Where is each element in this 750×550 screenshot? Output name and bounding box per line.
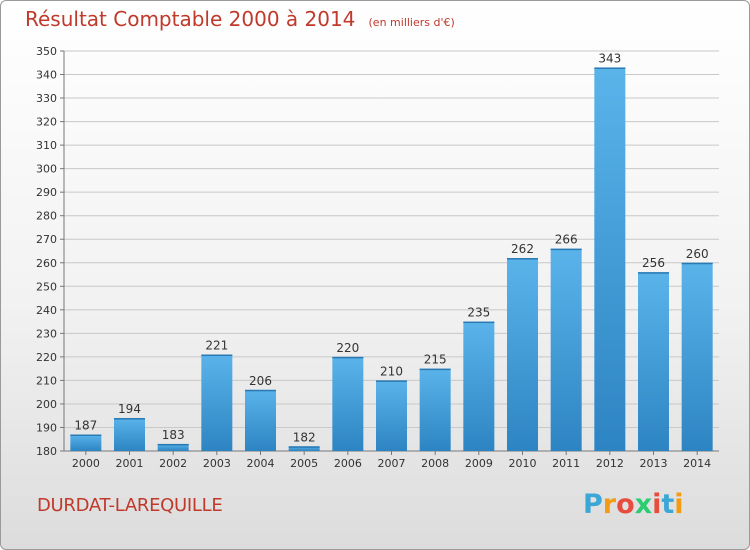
- bar-top-edge: [70, 434, 102, 437]
- bar-2003: [201, 354, 233, 451]
- bar-2005: [288, 446, 320, 451]
- x-tick-label-2003: 2003: [203, 457, 231, 470]
- bar-2013: [638, 272, 669, 451]
- bars: [70, 67, 713, 452]
- x-tick-label-2006: 2006: [334, 457, 362, 470]
- bar-2002: [157, 443, 189, 451]
- x-tick-label-2010: 2010: [509, 457, 537, 470]
- x-tick-label-2007: 2007: [378, 457, 406, 470]
- bar-top-edge: [288, 446, 320, 448]
- bar-2004: [245, 389, 276, 451]
- logo-letter: x: [634, 489, 653, 520]
- bar-2001: [114, 418, 145, 451]
- logo-letter: i: [652, 489, 662, 520]
- y-tick-label: 220: [36, 351, 57, 364]
- bar-top-edge: [332, 356, 364, 359]
- data-label-2001: 194: [118, 402, 141, 416]
- data-label-2009: 235: [467, 306, 490, 320]
- proxiti-logo[interactable]: Proxiti: [583, 489, 684, 520]
- bar-2007: [376, 380, 407, 451]
- x-tick-label-2014: 2014: [683, 457, 711, 470]
- bar-2012: [594, 67, 626, 452]
- bar-top-edge: [114, 418, 145, 420]
- bar-top-edge: [245, 389, 276, 392]
- x-tick-label-2004: 2004: [247, 457, 275, 470]
- bar-2008: [419, 368, 451, 451]
- y-tick-label: 200: [36, 398, 57, 411]
- x-tick-label-2009: 2009: [465, 457, 493, 470]
- x-tick-label-2002: 2002: [159, 457, 187, 470]
- y-tick-label: 340: [36, 69, 57, 82]
- x-tick-label-2008: 2008: [421, 457, 449, 470]
- data-label-2004: 206: [249, 374, 272, 388]
- bar-2014: [681, 262, 713, 451]
- y-tick-label: 180: [36, 445, 57, 458]
- data-label-2010: 262: [511, 242, 534, 256]
- x-tick-label-2013: 2013: [640, 457, 668, 470]
- y-tick-label: 260: [36, 257, 57, 270]
- bar-2000: [70, 434, 102, 451]
- data-label-2014: 260: [686, 247, 709, 261]
- x-tick-label-2001: 2001: [116, 457, 144, 470]
- bar-top-edge: [157, 443, 189, 446]
- y-tick-label: 330: [36, 92, 57, 105]
- y-tick-label: 190: [36, 421, 57, 434]
- y-tick-label: 290: [36, 186, 57, 199]
- y-tick-label: 350: [36, 45, 57, 58]
- bar-top-edge: [594, 67, 626, 69]
- data-label-2000: 187: [74, 419, 97, 433]
- data-label-2006: 220: [336, 341, 359, 355]
- data-label-2013: 256: [642, 256, 665, 270]
- data-label-2003: 221: [205, 339, 228, 353]
- y-tick-label: 320: [36, 116, 57, 129]
- data-label-2008: 215: [424, 353, 447, 367]
- y-tick-label: 270: [36, 233, 57, 246]
- labels: 187 2000 194 2001 183 2002 221 2003 206 2004 182 20…: [72, 51, 711, 470]
- chart-title: Résultat Comptable 2000 à 2014: [25, 7, 356, 31]
- bar-top-edge: [463, 321, 495, 324]
- data-label-2011: 266: [555, 233, 578, 247]
- data-label-2005: 182: [293, 430, 316, 444]
- logo-letter: t: [661, 489, 675, 520]
- bar-top-edge: [201, 354, 233, 357]
- y-tick-label: 310: [36, 139, 57, 152]
- y-tick-label: 250: [36, 280, 57, 293]
- x-tick-label-2000: 2000: [72, 457, 100, 470]
- bar-top-edge: [638, 272, 669, 274]
- y-tick-label: 210: [36, 374, 57, 387]
- x-tick-label-2012: 2012: [596, 457, 624, 470]
- chart-subtitle: (en milliers d'€): [368, 16, 455, 29]
- data-label-2007: 210: [380, 364, 403, 378]
- bar-top-edge: [681, 262, 713, 265]
- y-tick-label: 300: [36, 163, 57, 176]
- logo-letter: o: [616, 489, 635, 520]
- data-label-2012: 343: [598, 51, 621, 65]
- bar-2006: [332, 356, 364, 451]
- bar-top-edge: [419, 368, 451, 371]
- bar-2009: [463, 321, 495, 451]
- bar-2010: [507, 258, 538, 451]
- commune-name: DURDAT-LAREQUILLE: [37, 495, 223, 516]
- logo-letter: r: [602, 489, 617, 520]
- logo-letter: P: [583, 489, 603, 520]
- bar-top-edge: [507, 258, 538, 260]
- y-tick-label: 240: [36, 304, 57, 317]
- bar-top-edge: [376, 380, 407, 382]
- x-tick-label-2005: 2005: [290, 457, 318, 470]
- bar-2011: [550, 248, 582, 451]
- logo-letter: i: [674, 489, 684, 520]
- x-tick-label-2011: 2011: [552, 457, 580, 470]
- y-tick-label: 280: [36, 210, 57, 223]
- y-tick-label: 230: [36, 327, 57, 340]
- title-block: Résultat Comptable 2000 à 2014 (en milli…: [25, 7, 455, 31]
- bar-top-edge: [550, 248, 582, 251]
- data-label-2002: 183: [162, 428, 185, 442]
